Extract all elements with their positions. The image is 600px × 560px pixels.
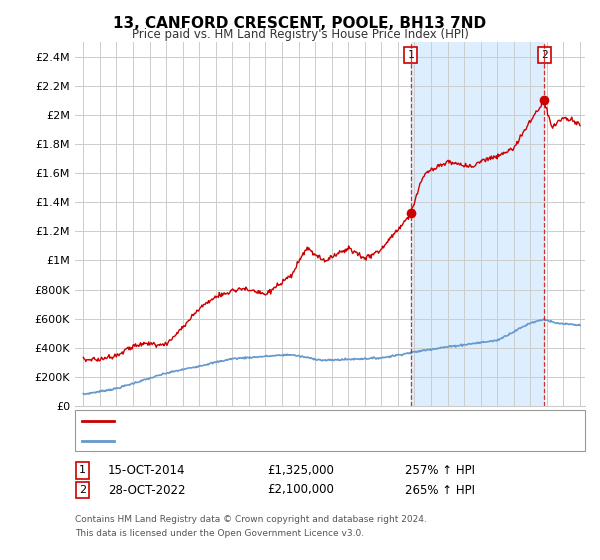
Text: 15-OCT-2014: 15-OCT-2014 [108,464,185,477]
Text: 28-OCT-2022: 28-OCT-2022 [108,483,185,497]
Text: 13, CANFORD CRESCENT, POOLE, BH13 7ND (detached house): 13, CANFORD CRESCENT, POOLE, BH13 7ND (d… [119,416,446,426]
Text: This data is licensed under the Open Government Licence v3.0.: This data is licensed under the Open Gov… [75,529,364,538]
Text: 1: 1 [407,50,415,60]
Text: 2: 2 [541,50,547,60]
Text: 13, CANFORD CRESCENT, POOLE, BH13 7ND: 13, CANFORD CRESCENT, POOLE, BH13 7ND [113,16,487,31]
Text: 1: 1 [79,465,86,475]
Text: HPI: Average price, detached house, Bournemouth Christchurch and Poole: HPI: Average price, detached house, Bour… [119,436,507,446]
Text: 257% ↑ HPI: 257% ↑ HPI [405,464,475,477]
Text: £2,100,000: £2,100,000 [267,483,334,497]
Bar [411,42,544,406]
Text: Contains HM Land Registry data © Crown copyright and database right 2024.: Contains HM Land Registry data © Crown c… [75,515,427,524]
Text: £1,325,000: £1,325,000 [267,464,334,477]
Text: Price paid vs. HM Land Registry's House Price Index (HPI): Price paid vs. HM Land Registry's House … [131,28,469,41]
Text: 265% ↑ HPI: 265% ↑ HPI [405,483,475,497]
Text: 2: 2 [79,485,86,495]
